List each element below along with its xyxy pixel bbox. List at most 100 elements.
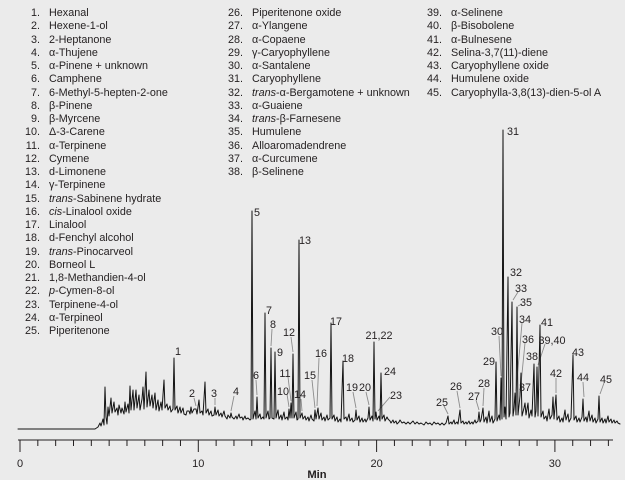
compound-name: α-Copaene: [252, 33, 306, 46]
compound-name: α-Terpineol: [49, 311, 103, 324]
compound-number: 32.: [227, 86, 243, 99]
compound-item: 4. α-Thujene: [14, 47, 168, 60]
peak-leader-14: [300, 398, 303, 412]
compound-item: 37. α-Curcumene: [217, 153, 410, 166]
peak-leader-12: [290, 336, 294, 353]
compound-name: Borneol L: [49, 258, 96, 271]
compound-item: 15. trans-Sabinene hydrate: [14, 193, 168, 206]
peak-leader-28: [482, 387, 485, 407]
x-tick-label-30: 30: [549, 458, 561, 470]
compound-item: 27. α-Ylangene: [217, 20, 410, 33]
compound-name: α-Curcumene: [252, 152, 318, 165]
compound-name: Humulene oxide: [451, 73, 530, 86]
peak-leader-2: [193, 397, 197, 407]
compound-name: β-Selinene: [252, 166, 304, 178]
peak-label-3: 3: [211, 388, 217, 400]
peak-label-16: 16: [315, 348, 327, 360]
compound-name: Camphene: [49, 73, 102, 86]
peak-label-38: 38: [526, 351, 538, 363]
peak-label-45: 45: [600, 374, 612, 386]
compound-number: 34.: [227, 113, 243, 125]
compound-number: 29.: [227, 46, 243, 59]
compound-item: 5. α-Pinene + unknown: [14, 60, 168, 73]
compound-number: 43.: [426, 60, 442, 72]
compound-number: 36.: [227, 139, 243, 152]
peak-label-18: 18: [342, 353, 354, 365]
compound-name: Piperitenone oxide: [252, 7, 342, 19]
peak-label-44: 44: [577, 372, 589, 384]
peak-label-28: 28: [478, 378, 490, 390]
compound-item: 13. d-Limonene: [14, 166, 168, 179]
peak-label-9: 9: [277, 347, 283, 359]
compound-column-2: 26. Piperitenone oxide 27. α-Ylangene 28. α-C…: [217, 7, 410, 179]
peak-label-37: 37: [519, 382, 531, 394]
compound-name: trans-β-Farnesene: [252, 113, 342, 125]
peak-leader-4: [230, 395, 235, 412]
compound-number: 15.: [24, 192, 40, 205]
peak-label-32: 32: [510, 267, 522, 279]
peak-label-20: 20: [359, 382, 371, 394]
compound-column-1: 1. Hexanal 2. Hexene-1-ol 3. 2-Heptanone 4. α-T…: [14, 7, 168, 338]
compound-item: 6. Camphene: [14, 73, 168, 86]
compound-item: 35. Humulene: [217, 126, 410, 139]
compound-name: Selina-3,7(11)-diene: [451, 46, 549, 59]
peak-label-4: 4: [233, 386, 239, 398]
peak-label-43: 43: [572, 347, 584, 359]
compound-item: 30. α-Santalene: [217, 60, 410, 73]
compound-item: 44. Humulene oxide: [416, 73, 601, 86]
compound-item: 21. 1,8-Methandien-4-ol: [14, 272, 168, 285]
peak-leader-20: [365, 391, 370, 406]
compound-name: γ-Terpinene: [49, 179, 106, 192]
compound-name: Caryophylla-3,8(13)-dien-5-ol A: [451, 86, 602, 99]
compound-number: 8.: [30, 99, 40, 112]
compound-name: Cymene: [49, 152, 90, 165]
compound-number: 19.: [24, 245, 40, 258]
compound-number: 41.: [426, 33, 442, 46]
peak-label-27: 27: [468, 391, 480, 403]
compound-name: cis-Linalool oxide: [49, 205, 132, 218]
compound-name: α-Santalene: [252, 60, 311, 72]
compound-item: 10. Δ-3-Carene: [14, 126, 168, 139]
peak-label-30: 30: [491, 326, 503, 338]
peak-label-13: 13: [299, 235, 311, 247]
compound-number: 16.: [24, 205, 40, 218]
compound-number: 6.: [30, 73, 40, 86]
compound-number: 13.: [24, 166, 40, 178]
compound-item: 40. β-Bisobolene: [416, 20, 601, 33]
compound-item: 29. γ-Caryophyllene: [217, 47, 410, 60]
compound-name: α-Selinene: [451, 7, 503, 19]
compound-item: 24. α-Terpineol: [14, 312, 168, 325]
compound-item: 31. Caryophyllene: [217, 73, 410, 86]
compound-name: Caryophyllene: [252, 73, 322, 86]
compound-number: 22.: [24, 285, 40, 298]
peak-label-34: 34: [519, 314, 531, 326]
peak-leader-16: [316, 357, 320, 407]
compound-number: 1.: [30, 7, 40, 19]
x-tick-label-10: 10: [192, 458, 204, 470]
compound-item: 41. α-Bulnesene: [416, 34, 601, 47]
peak-leader-10: [286, 393, 290, 408]
compound-item: 25. Piperitenone: [14, 325, 168, 338]
compound-item: 11. α-Terpinene: [14, 140, 168, 153]
compound-item: 36. Alloaromadendrene: [217, 140, 410, 153]
compound-number: 42.: [426, 46, 442, 59]
compound-name: Piperitenone: [49, 325, 110, 337]
peak-label-17: 17: [330, 316, 342, 328]
compound-item: 42. Selina-3,7(11)-diene: [416, 47, 601, 60]
compound-item: 7. 6-Methyl-5-hepten-2-one: [14, 87, 168, 100]
x-tick-label-0: 0: [17, 458, 23, 470]
peak-leader-11: [287, 376, 292, 402]
peak-label-23: 23: [390, 390, 402, 402]
compound-name: 2-Heptanone: [49, 33, 112, 46]
compound-number: 5.: [30, 60, 40, 72]
signal-trace: [17, 129, 621, 430]
peak-label-14: 14: [294, 389, 306, 401]
compound-item: 3. 2-Heptanone: [14, 34, 168, 47]
compound-number: 24.: [24, 311, 40, 324]
compound-number: 40.: [426, 20, 442, 33]
peak-leader-33: [512, 291, 519, 301]
peak-label-31: 31: [507, 126, 519, 138]
peak-label-25: 25: [436, 397, 448, 409]
compound-name: 6-Methyl-5-hepten-2-one: [49, 86, 168, 99]
compound-name: d-Fenchyl alcohol: [49, 232, 134, 245]
